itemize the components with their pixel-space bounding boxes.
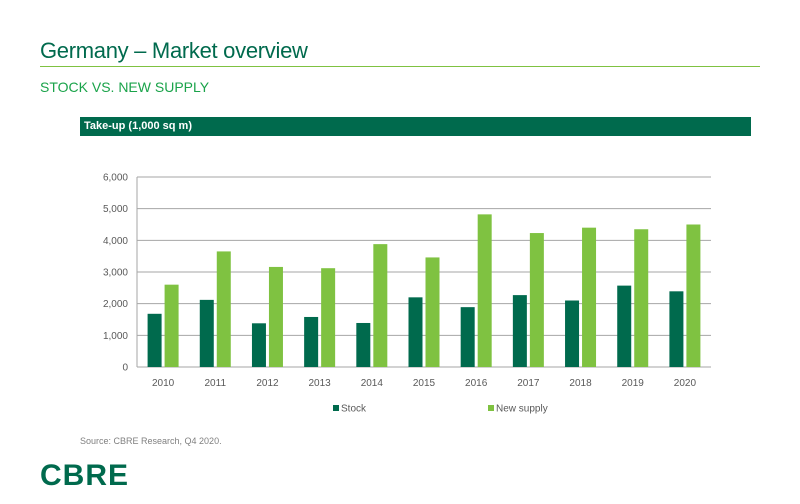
bar-new-supply [686, 224, 701, 367]
bar-stock [617, 285, 632, 367]
y-tick-label: 5,000 [103, 204, 128, 215]
bar-stock [512, 295, 527, 367]
bar-new-supply [425, 257, 440, 367]
y-tick-label: 3,000 [103, 268, 128, 279]
x-tick-label: 2020 [674, 378, 697, 389]
bar-stock [251, 323, 266, 367]
legend-label: Stock [341, 404, 367, 415]
x-tick-label: 2016 [465, 378, 488, 389]
bar-new-supply [477, 214, 492, 367]
x-tick-label: 2015 [413, 378, 436, 389]
x-tick-label: 2014 [361, 378, 384, 389]
legend-label: New supply [496, 404, 548, 415]
bar-new-supply [634, 229, 649, 367]
legend-swatch [333, 405, 339, 411]
bar-new-supply [268, 266, 283, 367]
bar-stock [199, 299, 214, 367]
chart-header-bar: Take-up (1,000 sq m) [80, 117, 751, 136]
legend-swatch [488, 405, 494, 411]
bar-stock [460, 307, 475, 367]
y-tick-label: 2,000 [103, 299, 128, 310]
bar-new-supply [529, 233, 544, 367]
x-tick-label: 2012 [256, 378, 279, 389]
y-tick-label: 6,000 [103, 173, 128, 184]
bar-new-supply [164, 284, 179, 367]
x-tick-label: 2011 [205, 378, 227, 389]
bar-stock [147, 313, 162, 367]
source-note: Source: CBRE Research, Q4 2020. [80, 436, 222, 446]
page-title: Germany – Market overview [40, 38, 308, 63]
bar-stock [304, 316, 319, 367]
bar-new-supply [582, 227, 597, 367]
x-tick-label: 2017 [517, 378, 540, 389]
x-tick-label: 2018 [569, 378, 592, 389]
x-tick-label: 2019 [622, 378, 645, 389]
bar-new-supply [216, 251, 231, 367]
page-subtitle: STOCK VS. NEW SUPPLY [40, 79, 210, 95]
bar-stock [565, 300, 580, 367]
x-tick-label: 2010 [152, 378, 175, 389]
bar-new-supply [321, 268, 336, 367]
bar-stock [356, 322, 371, 367]
bar-stock [408, 297, 423, 367]
bar-new-supply [373, 244, 388, 367]
y-tick-label: 0 [122, 363, 128, 374]
bar-stock [669, 291, 684, 367]
title-divider [40, 66, 760, 67]
cbre-logo: CBRE [40, 459, 130, 492]
y-tick-label: 1,000 [103, 331, 128, 342]
x-tick-label: 2013 [309, 378, 332, 389]
y-tick-label: 4,000 [103, 236, 128, 247]
